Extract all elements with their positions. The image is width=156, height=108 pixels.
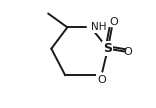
Text: O: O bbox=[97, 75, 106, 85]
Text: O: O bbox=[110, 17, 119, 27]
Text: NH: NH bbox=[91, 22, 106, 32]
Text: O: O bbox=[124, 47, 132, 57]
Text: S: S bbox=[103, 42, 112, 55]
